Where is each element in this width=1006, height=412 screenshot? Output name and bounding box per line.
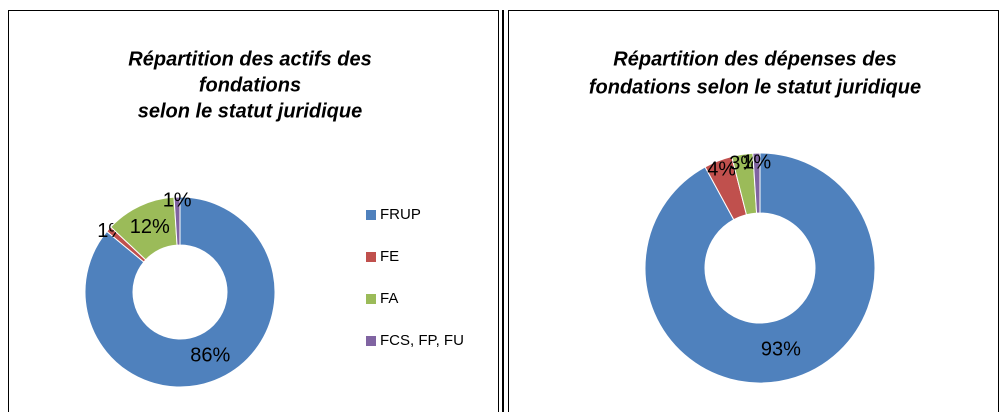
donut-segment xyxy=(173,196,181,246)
chart-title: selon le statut juridique xyxy=(138,100,362,122)
data-label: 86% xyxy=(190,345,230,367)
panel-border xyxy=(8,10,499,412)
legend-label: FE xyxy=(380,248,399,265)
legend-swatch xyxy=(366,210,376,220)
data-label: 4% xyxy=(707,159,736,181)
data-label: 1% xyxy=(742,151,771,173)
chart-title: Répartition des actifs des xyxy=(128,48,371,70)
data-label: 1% xyxy=(163,189,192,211)
donut-segment xyxy=(84,196,276,388)
chart-title: Répartition des dépenses des xyxy=(613,48,896,70)
legend-swatch xyxy=(366,294,376,304)
data-label: 3% xyxy=(729,153,758,175)
panel-divider xyxy=(502,10,504,412)
legend-swatch xyxy=(366,252,376,262)
chart-title: fondations xyxy=(199,74,301,96)
legend-label: FRUP xyxy=(380,206,421,223)
donut-segment xyxy=(752,152,761,214)
data-label: 93% xyxy=(761,339,801,361)
legend-label: FA xyxy=(380,290,398,307)
data-label: 12% xyxy=(130,216,170,238)
panel-border xyxy=(508,10,999,412)
donut-segment xyxy=(644,152,876,384)
legend-swatch xyxy=(366,336,376,346)
legend-label: FCS, FP, FU xyxy=(380,332,464,349)
chart-title: fondations selon le statut juridique xyxy=(589,76,921,98)
